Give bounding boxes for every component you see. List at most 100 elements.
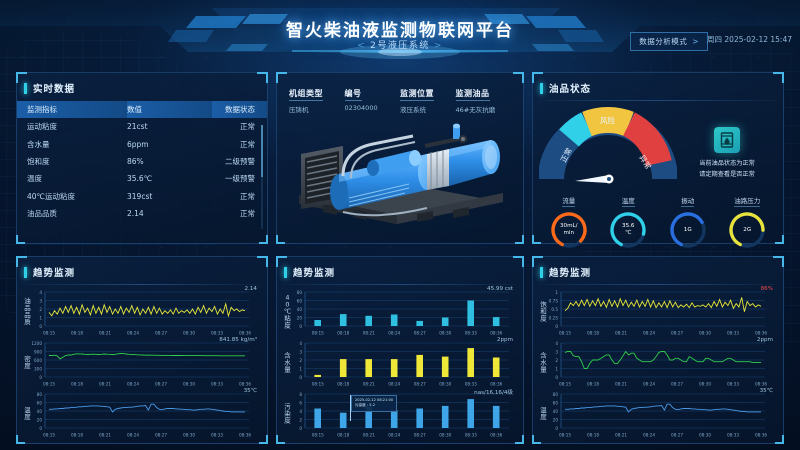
chart-y-label: 温度 xyxy=(24,405,31,421)
svg-text:08:21: 08:21 xyxy=(99,433,111,438)
oil-metric-0[interactable]: 流量 30mL/min xyxy=(543,188,595,250)
oil-status-note: 当前油品状态为正常 请定期查看是否正常 xyxy=(699,159,755,180)
cell-value: 6ppm xyxy=(127,139,149,149)
svg-text:08:24: 08:24 xyxy=(643,382,655,387)
oil-metric-2[interactable]: 振动 1G xyxy=(662,188,714,250)
compressor-unit-icon xyxy=(299,123,503,232)
svg-text:60: 60 xyxy=(37,401,43,406)
svg-text:08:36: 08:36 xyxy=(755,433,767,438)
oil-status-panel: 油品状态 正常 风险 异常 xyxy=(532,72,784,248)
table-row[interactable]: 饱和度 86% 二级预警 xyxy=(17,153,267,170)
svg-text:08:30: 08:30 xyxy=(439,382,451,387)
svg-text:08:15: 08:15 xyxy=(312,331,324,336)
chart-y-label: 污染度 xyxy=(284,402,291,425)
chart-trend_center-1[interactable]: 含水量 2ppm 0 1 2 3 4 08:15 08:18 08:21 08:24 08:27 0… xyxy=(279,337,519,388)
subtitle-right-arrow-icon: > xyxy=(433,41,443,51)
chart-trend_center-0[interactable]: 4 0 ℃ 粘度 45.99 cst 0 20 40 60 80 08:15 08:18 08:21… xyxy=(279,286,519,337)
oil-metric-label: 油路压力 xyxy=(734,197,761,207)
title-accent-bar xyxy=(24,82,27,94)
chart-trend_right-0[interactable]: 饱和度 86% 0 0.25 0.5 0.75 1 08:15 08:18 08:21 08:2… xyxy=(535,286,779,337)
panel-corner-bl xyxy=(276,235,285,244)
svg-text:08:18: 08:18 xyxy=(337,382,349,387)
machine-field: 监测油品 46#无灰抗磨 xyxy=(455,81,512,114)
table-row[interactable]: 运动粘度 21cst 正常 xyxy=(17,118,267,135)
chart-trend_center-2[interactable]: 污染度 nas/16,16/4级 0 2 4 6 8 08:15 08:18 08:21 08:… xyxy=(279,389,519,439)
panel-corner-br xyxy=(775,235,784,244)
oil-panel-header: 油品状态 xyxy=(533,78,783,98)
svg-text:0.25: 0.25 xyxy=(549,316,559,321)
title-accent-bar xyxy=(284,266,287,278)
svg-text:08:36: 08:36 xyxy=(239,331,251,336)
table-row[interactable]: 40℃运动粘度 319cst 正常 xyxy=(17,188,267,205)
oil-metric-1[interactable]: 温度 35.6 ℃ xyxy=(602,188,654,250)
svg-text:08:27: 08:27 xyxy=(671,433,683,438)
machine-field: 机组类型 压铸机 xyxy=(289,81,345,114)
table-row[interactable]: 含水量 6ppm 正常 xyxy=(17,135,267,152)
svg-text:08:30: 08:30 xyxy=(699,433,711,438)
oil-metric-value: 35.6 ℃ xyxy=(622,223,635,236)
scrollbar-thumb[interactable] xyxy=(261,125,263,177)
machine-field: 监测位置 液压系统 xyxy=(400,81,456,114)
svg-text:08:33: 08:33 xyxy=(465,331,477,336)
svg-text:08:21: 08:21 xyxy=(363,331,375,336)
svg-text:08:24: 08:24 xyxy=(643,433,655,438)
table-row[interactable]: 温度 35.6℃ 一级预警 xyxy=(17,170,267,187)
mode-button-label: 数据分析模式 xyxy=(639,37,688,46)
chart-y-label: 饱和度 xyxy=(540,300,547,323)
svg-text:08:27: 08:27 xyxy=(155,382,167,387)
donut-ring-icon xyxy=(670,212,706,248)
chart-current-reading: 2ppm xyxy=(756,337,773,343)
table-row[interactable]: 油品品质 2.14 正常 xyxy=(17,205,267,222)
svg-text:08:27: 08:27 xyxy=(414,433,426,438)
svg-text:08:36: 08:36 xyxy=(755,331,767,336)
svg-text:08:33: 08:33 xyxy=(727,433,739,438)
oil-metric-3[interactable]: 油路压力 2G xyxy=(721,188,773,250)
subtitle-left-arrow-icon: < xyxy=(357,41,367,51)
cell-value: 319cst xyxy=(127,191,153,201)
svg-text:08:24: 08:24 xyxy=(388,433,400,438)
panel-corner-bl xyxy=(532,435,541,444)
chart-canvas: 0 1 2 3 4 08:15 08:18 08:21 08:24 08:27 08:30 08:33… xyxy=(39,290,251,336)
svg-text:08:27: 08:27 xyxy=(414,331,426,336)
svg-text:08:30: 08:30 xyxy=(439,331,451,336)
tooltip-line-1: 2025-02-12 08:21:00 xyxy=(355,398,394,402)
svg-text:08:15: 08:15 xyxy=(559,433,571,438)
svg-text:08:33: 08:33 xyxy=(465,433,477,438)
oil-metric-donut: 1G xyxy=(668,210,708,250)
trend-right-header: 趋势监测 xyxy=(533,262,783,282)
chart-trend_left-0[interactable]: 油品品质 2.14 0 1 2 3 4 08:15 08:18 08:21 08:24 08:27… xyxy=(19,286,263,337)
chart-trend_left-2[interactable]: 温度 35℃ 0 20 40 60 80 08:15 08:18 08:21 08:24 08:2… xyxy=(19,388,263,439)
svg-text:0: 0 xyxy=(39,426,42,431)
oil-note-line-2: 请定期查看是否正常 xyxy=(699,170,755,178)
svg-text:08:24: 08:24 xyxy=(127,433,139,438)
svg-text:80: 80 xyxy=(37,392,43,397)
realtime-data-table: 监测指标 数值 数据状态 运动粘度 21cst 正常 含水量 6ppm 正常 饱… xyxy=(17,101,267,222)
svg-text:08:21: 08:21 xyxy=(99,382,111,387)
svg-text:08:33: 08:33 xyxy=(211,433,223,438)
svg-text:4: 4 xyxy=(299,409,302,414)
oil-metric-value: 2G xyxy=(743,226,752,233)
machine-field-label: 监测位置 xyxy=(400,88,434,101)
status-badge: 正常 xyxy=(240,209,255,219)
chart-trend_left-1[interactable]: 密度 841.85 kg/m³ 0 300 600 900 1200 08:15 08:18… xyxy=(19,337,263,388)
oil-metric-gauges: 流量 30mL/min 温度 35.6 ℃ 振动 xyxy=(533,188,783,250)
svg-text:0: 0 xyxy=(299,375,302,380)
svg-text:20: 20 xyxy=(37,418,43,423)
panel-corner-br xyxy=(259,435,268,444)
panel-divider xyxy=(23,284,261,285)
svg-text:3: 3 xyxy=(555,350,558,355)
realtime-table-scrollbar[interactable] xyxy=(261,125,263,229)
cell-metric: 饱和度 xyxy=(27,156,50,166)
svg-text:0: 0 xyxy=(555,375,558,380)
svg-text:900: 900 xyxy=(34,350,42,355)
svg-text:0: 0 xyxy=(39,324,42,329)
trend-panel-left: 趋势监测 油品品质 2.14 0 1 2 3 4 08:15 08:18 08:21 08:24… xyxy=(16,256,268,444)
realtime-data-panel: 实时数据 监测指标 数值 数据状态 运动粘度 21cst 正常 含水量 6ppm… xyxy=(16,72,268,244)
svg-text:08:36: 08:36 xyxy=(239,433,251,438)
chart-trend_right-1[interactable]: 含水量 2ppm 0 1 2 3 4 08:15 08:18 08:21 08:24 08:27 0… xyxy=(535,337,779,388)
chart-y-label: 4 0 ℃ 粘度 xyxy=(283,293,292,330)
chart-trend_right-2[interactable]: 温度 35℃ 0 20 40 60 80 08:15 08:18 08:21 08:24 08:2… xyxy=(535,388,779,439)
svg-text:80: 80 xyxy=(297,290,303,295)
svg-text:08:15: 08:15 xyxy=(43,331,55,336)
data-analysis-mode-button[interactable]: 数据分析模式 > xyxy=(630,32,708,51)
